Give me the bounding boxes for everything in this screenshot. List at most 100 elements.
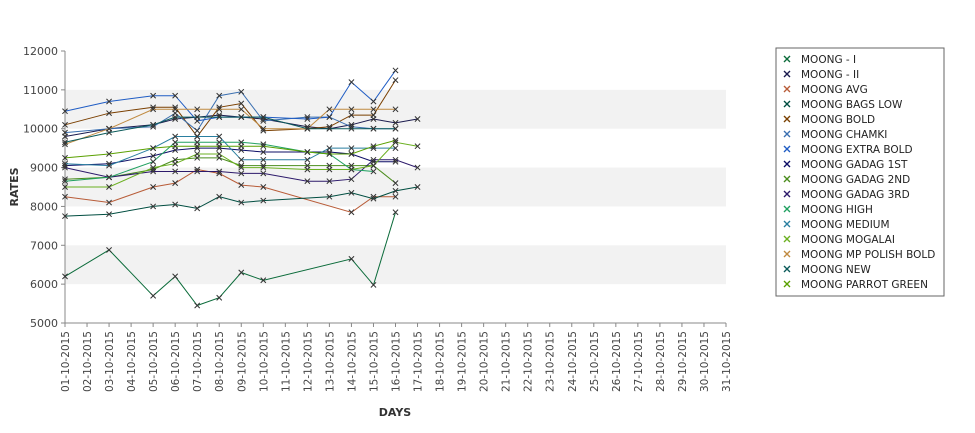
data-point [370, 106, 377, 113]
data-point [348, 145, 355, 152]
data-point [216, 92, 223, 99]
data-point [238, 170, 245, 177]
data-point [304, 166, 311, 173]
x-tick-label: 09-10-2015 [236, 331, 248, 392]
y-tick-label: 7000 [30, 239, 58, 252]
data-point [392, 119, 399, 126]
x-tick-label: 19-10-2015 [457, 331, 469, 392]
y-tick-label: 10000 [23, 123, 58, 136]
data-point [194, 133, 201, 140]
legend-label: MOONG HIGH [801, 204, 873, 216]
data-point [260, 197, 267, 204]
legend-item: MOONG - I [783, 54, 856, 66]
data-point [326, 151, 333, 157]
series [62, 145, 399, 169]
data-point [260, 277, 267, 284]
data-point [62, 273, 68, 280]
data-point [392, 193, 399, 200]
data-point [348, 79, 355, 86]
data-point [194, 127, 201, 134]
legend-item: MOONG - II [783, 69, 859, 81]
data-point [62, 178, 68, 185]
legend-marker-icon [783, 160, 791, 168]
x-tick-label: 10-10-2015 [258, 331, 270, 392]
legend-label: MOONG GADAG 2ND [801, 174, 910, 186]
legend-box [775, 47, 945, 297]
data-point [260, 170, 267, 177]
data-point [238, 106, 245, 113]
data-point [106, 184, 113, 190]
data-point [172, 143, 179, 150]
data-point [216, 193, 223, 200]
x-tick-label: 26-10-2015 [611, 331, 623, 392]
data-point [62, 213, 68, 220]
x-tick-label: 07-10-2015 [192, 331, 204, 392]
data-point [216, 143, 223, 150]
legend-marker-icon [783, 250, 791, 258]
legend-marker-icon [783, 265, 791, 273]
data-point [172, 180, 179, 187]
x-axis: 01-10-2015 02-10-2015 03-10-2015 04-10-2015… [60, 323, 733, 392]
data-point [172, 168, 179, 175]
legend-item: MOONG MEDIUM [783, 219, 890, 231]
data-point [106, 199, 113, 206]
legend-item: MOONG GADAG 1ST [783, 159, 908, 171]
legend-label: MOONG EXTRA BOLD [801, 144, 913, 156]
series [62, 137, 399, 161]
series [62, 184, 421, 220]
x-tick-label: 15-10-2015 [368, 331, 380, 392]
data-point [62, 141, 68, 148]
data-point [172, 160, 179, 167]
data-point [194, 151, 201, 157]
data-point [326, 193, 333, 200]
data-point [106, 162, 113, 169]
x-tick-label: 12-10-2015 [302, 331, 314, 392]
data-point [370, 125, 377, 132]
data-point [150, 184, 157, 190]
x-tick-label: 03-10-2015 [104, 331, 116, 392]
y-tick-label: 5000 [30, 317, 58, 330]
legend-marker-icon [783, 115, 791, 123]
legend-item: MOONG GADAG 3RD [783, 189, 910, 201]
data-point [150, 164, 157, 171]
data-point [62, 193, 68, 200]
data-point [348, 106, 355, 113]
data-point [392, 209, 399, 216]
x-tick-label: 16-10-2015 [391, 331, 403, 392]
data-point [216, 133, 223, 140]
x-tick-label: 18-10-2015 [435, 331, 447, 392]
x-tick-label: 01-10-2015 [60, 331, 72, 392]
x-tick-label: 29-10-2015 [677, 331, 689, 392]
data-point [348, 112, 355, 119]
data-point [62, 121, 68, 128]
x-tick-label: 25-10-2015 [589, 331, 601, 392]
x-tick-label: 05-10-2015 [148, 331, 160, 392]
data-point [392, 156, 399, 163]
legend-label: MOONG NEW [801, 264, 871, 276]
data-point [106, 98, 113, 105]
plot-band [65, 245, 726, 285]
data-point [348, 209, 355, 216]
data-point [150, 152, 157, 159]
data-point [172, 201, 179, 208]
data-point [260, 149, 267, 155]
data-point [370, 112, 377, 119]
data-point [172, 106, 179, 113]
data-point [216, 151, 223, 157]
data-point [150, 121, 157, 128]
x-tick-label: 13-10-2015 [324, 331, 336, 392]
data-point [370, 195, 377, 202]
y-tick-label: 9000 [30, 162, 58, 175]
y-tick-label: 11000 [23, 84, 58, 97]
x-tick-label: 17-10-2015 [413, 331, 425, 392]
legend-item: MOONG GADAG 2ND [783, 174, 910, 186]
data-point [106, 174, 113, 181]
data-point [194, 114, 201, 121]
data-point [392, 187, 399, 194]
series-line [64, 141, 374, 182]
data-point [370, 281, 377, 288]
data-point [370, 98, 377, 105]
data-point [238, 164, 245, 171]
legend-marker-icon [783, 85, 791, 93]
